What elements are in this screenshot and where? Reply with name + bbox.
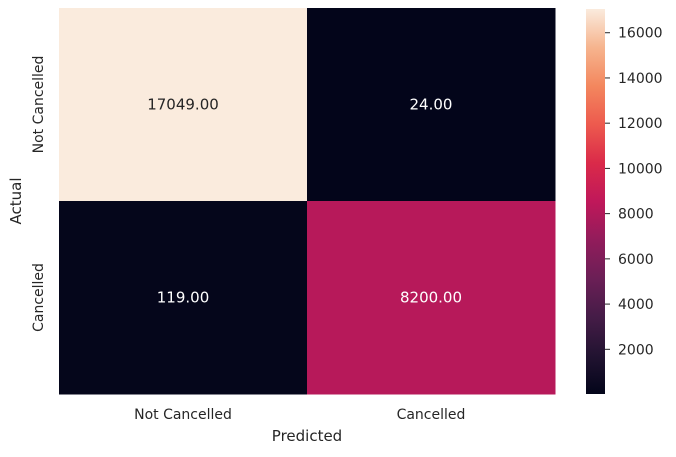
heatmap-cell <box>59 201 308 395</box>
colorbar-tick-label: 12000 <box>618 116 663 132</box>
colorbar-tick-label: 8000 <box>618 207 654 223</box>
y-axis-label: Actual <box>7 178 25 225</box>
cell-value-label: 17049.00 <box>147 96 219 114</box>
colorbar-tick-label: 4000 <box>618 297 654 313</box>
heatmap-cell <box>59 8 308 202</box>
colorbar-tick-label: 14000 <box>618 71 663 87</box>
y-tick-label: Cancelled <box>31 263 47 332</box>
heatmap-cell <box>307 201 556 395</box>
x-tick-label: Cancelled <box>397 407 466 423</box>
colorbar-tick-label: 10000 <box>618 161 663 177</box>
colorbar-tick-label: 2000 <box>618 342 654 358</box>
colorbar-tick-label: 6000 <box>618 252 654 268</box>
x-tick-label: Not Cancelled <box>134 407 232 423</box>
colorbar-tick-label: 16000 <box>618 26 663 42</box>
cell-value-label: 24.00 <box>410 96 453 114</box>
cell-value-label: 119.00 <box>157 289 210 307</box>
cell-value-label: 8200.00 <box>400 289 462 307</box>
y-tick-label: Not Cancelled <box>31 56 47 154</box>
heatmap-cell <box>307 8 556 202</box>
x-axis-label: Predicted <box>272 427 342 445</box>
colorbar <box>586 9 605 394</box>
